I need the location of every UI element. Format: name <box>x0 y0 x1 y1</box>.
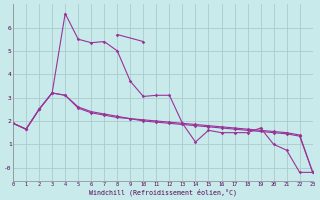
X-axis label: Windchill (Refroidissement éolien,°C): Windchill (Refroidissement éolien,°C) <box>89 188 237 196</box>
